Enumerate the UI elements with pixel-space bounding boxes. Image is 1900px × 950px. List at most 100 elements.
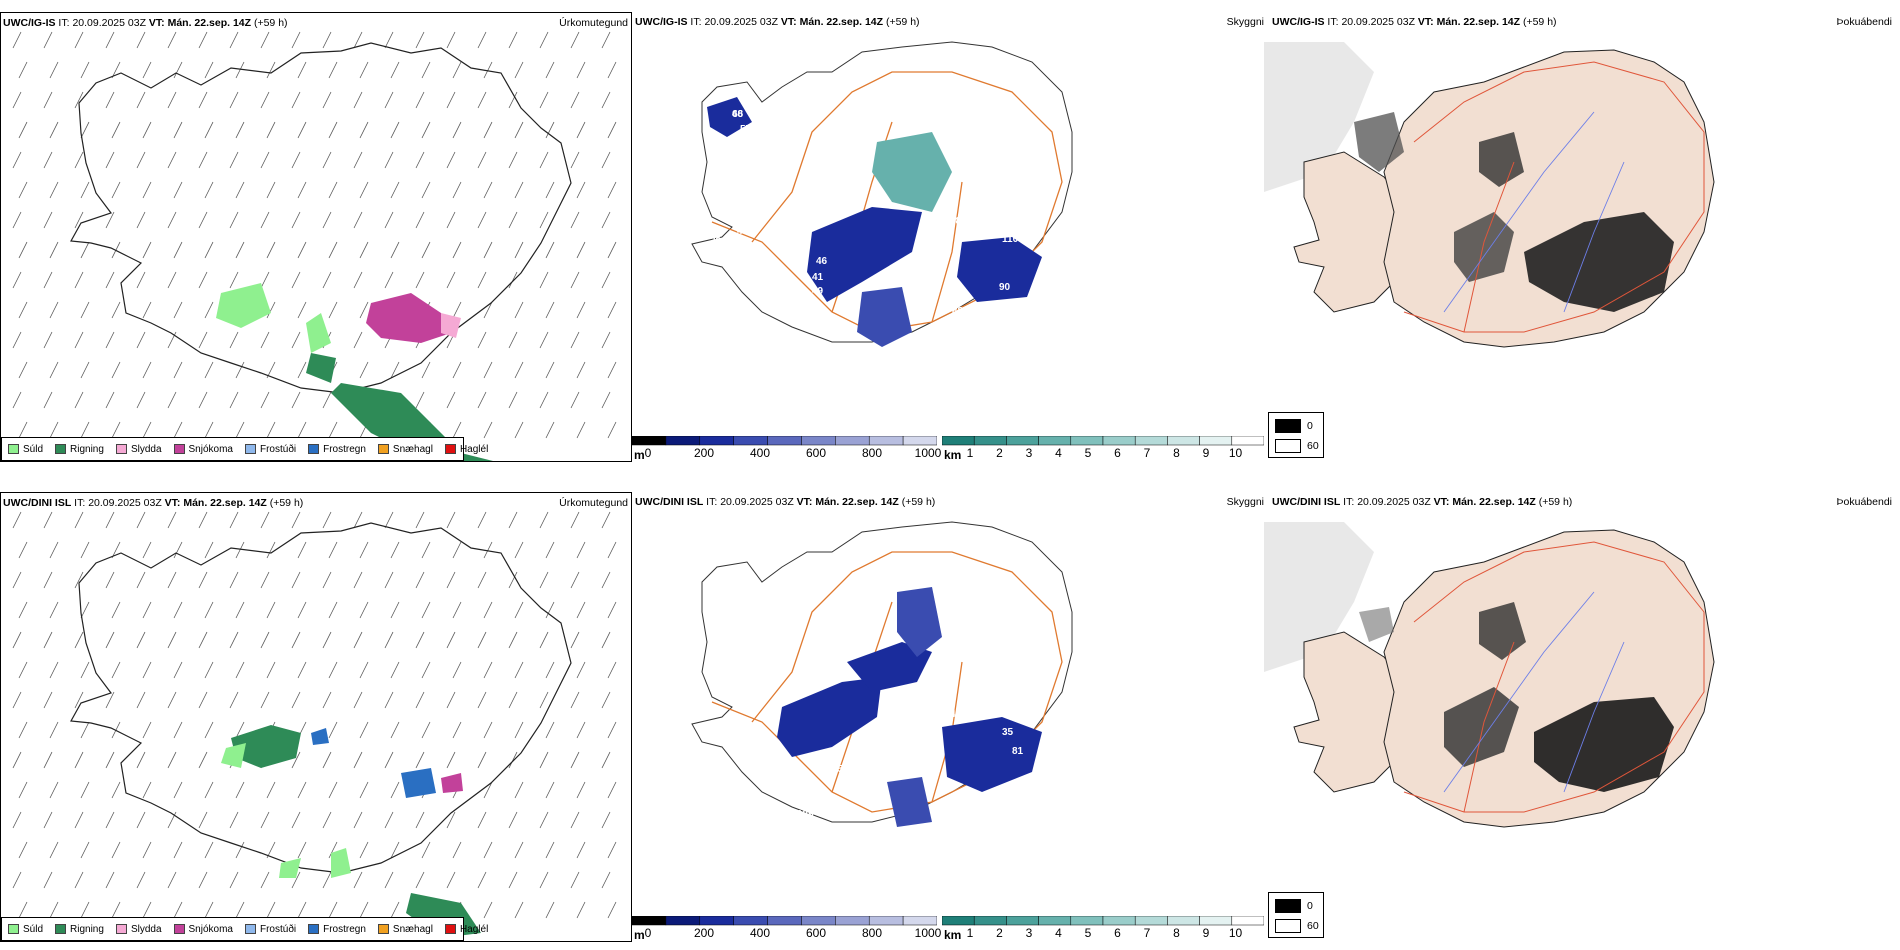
cloud-base-value: 93	[990, 621, 1002, 632]
fog-panel-bottom: UWC/DINI ISL IT: 20.09.2025 03Z VT: Mán.…	[1264, 492, 1900, 942]
wind-barb	[18, 901, 28, 919]
legend-item: Súld	[8, 444, 43, 455]
wind-barb	[80, 601, 90, 619]
wind-barb	[576, 901, 586, 919]
wind-barb	[204, 121, 214, 139]
wind-barb	[421, 721, 431, 739]
wind-barb	[291, 91, 301, 109]
wind-barb	[260, 811, 270, 829]
wind-barb	[198, 391, 208, 409]
wind-barb	[483, 181, 493, 199]
wind-barb	[415, 211, 425, 229]
legend-swatch	[244, 444, 256, 454]
wind-barb	[260, 151, 270, 169]
cloud-base-value: 74	[782, 334, 794, 345]
wind-barb	[260, 511, 270, 529]
scale-tick: 2	[996, 446, 1003, 460]
wind-barb	[49, 421, 59, 439]
wind-barb	[136, 391, 146, 409]
wind-barb	[477, 91, 487, 109]
cloud-base-value: 41	[812, 272, 824, 283]
wind-barb	[235, 841, 245, 859]
panel-title-precip-type: Úrkomutegund	[559, 17, 628, 29]
wind-barb	[359, 721, 369, 739]
colorbar-step	[868, 435, 904, 446]
wind-barb	[173, 841, 183, 859]
wind-barb	[49, 901, 59, 919]
wind-barb	[570, 871, 580, 889]
cloud-base-value: 94	[807, 336, 819, 347]
wind-barb	[452, 541, 462, 559]
wind-barbs	[12, 31, 617, 439]
wind-barb	[483, 361, 493, 379]
wind-barb	[322, 391, 332, 409]
wind-barb	[607, 661, 617, 679]
wind-barb	[446, 31, 456, 49]
wind-barb	[229, 151, 239, 169]
wind-barb	[353, 751, 363, 769]
wind-barb	[384, 751, 394, 769]
wind-barb	[421, 601, 431, 619]
wind-barb	[483, 901, 493, 919]
wind-barb	[18, 121, 28, 139]
wind-barb	[390, 601, 400, 619]
legend-label: Frostúði	[259, 923, 297, 935]
wind-barb	[483, 541, 493, 559]
wind-barb	[508, 211, 518, 229]
wind-barb	[570, 511, 580, 529]
cloud-base-value: 129	[797, 809, 814, 820]
scale-tick: 4	[1055, 446, 1062, 460]
wind-barb	[353, 271, 363, 289]
wind-barb	[384, 871, 394, 889]
wind-barb	[260, 391, 270, 409]
wind-barb	[111, 181, 121, 199]
wind-barb	[229, 871, 239, 889]
cloud-base-value: 81	[817, 794, 829, 805]
wind-barb	[142, 841, 152, 859]
wind-barb	[167, 91, 177, 109]
wind-barb	[322, 571, 332, 589]
blue-scale-bar	[631, 435, 938, 446]
wind-barb	[514, 661, 524, 679]
wind-barb	[260, 91, 270, 109]
wind-barb	[142, 121, 152, 139]
wind-barb	[105, 571, 115, 589]
wind-barb	[105, 151, 115, 169]
wind-barb	[607, 181, 617, 199]
wind-barb	[415, 91, 425, 109]
wind-barb	[260, 31, 270, 49]
wind-barb	[545, 781, 555, 799]
wind-barb	[353, 811, 363, 829]
wind-barb	[291, 691, 301, 709]
legend-swatch	[377, 924, 389, 934]
wind-barb	[266, 301, 276, 319]
wind-barb	[446, 211, 456, 229]
wind-barb	[49, 841, 59, 859]
legend-swatch	[8, 924, 19, 934]
wind-barb	[167, 271, 177, 289]
wind-barb	[452, 601, 462, 619]
wind-barb	[291, 331, 301, 349]
wind-barb	[297, 181, 307, 199]
wind-barb	[514, 901, 524, 919]
wind-barb	[539, 331, 549, 349]
cloud-base-value: 55	[922, 244, 934, 255]
wind-barb	[328, 61, 338, 79]
cloud-base-value: 53	[1057, 809, 1069, 820]
wind-barb	[198, 511, 208, 529]
scale-tick: 600	[805, 926, 827, 940]
cloud-base-value: 37	[938, 889, 950, 900]
colorbar-step	[1038, 435, 1072, 446]
colorbar-step	[902, 435, 938, 446]
wind-barb	[477, 511, 487, 529]
wind-barb	[49, 661, 59, 679]
wind-barb	[142, 361, 152, 379]
scale-tick: 200	[693, 926, 715, 940]
wind-barb	[74, 31, 84, 49]
wind-barb	[415, 151, 425, 169]
precip-snow-area	[366, 293, 461, 343]
wind-barb	[483, 241, 493, 259]
wind-barb	[235, 181, 245, 199]
